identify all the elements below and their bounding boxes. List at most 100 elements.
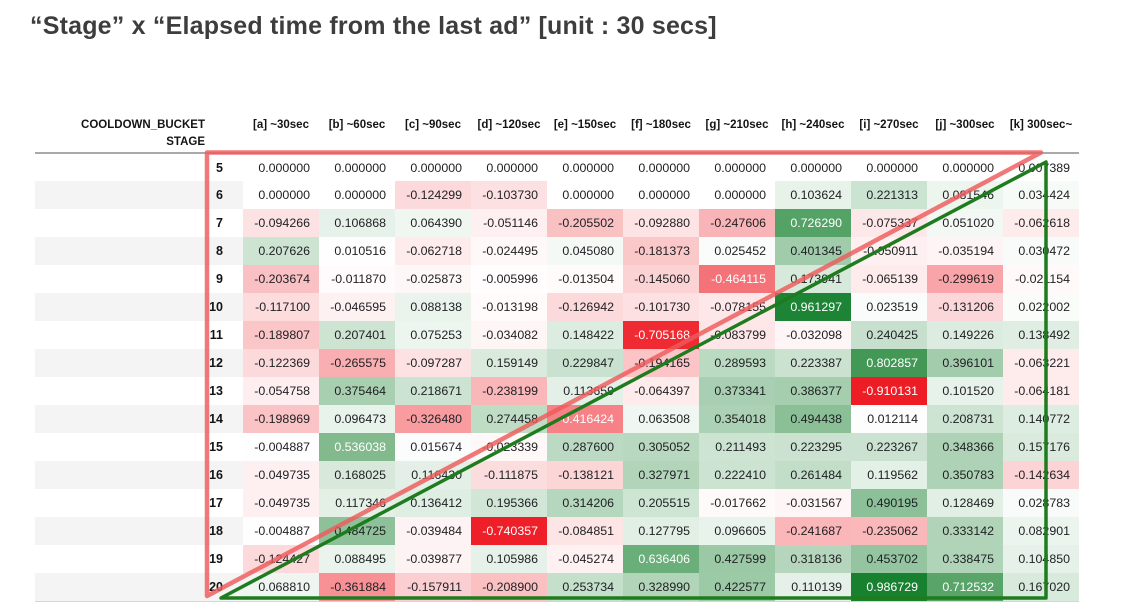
- heatmap-cell: -0.084851: [547, 517, 623, 545]
- heatmap-cell: 0.373341: [699, 377, 775, 405]
- heatmap-cell: -0.464115: [699, 265, 775, 293]
- heatmap-cell: 0.088495: [319, 545, 395, 573]
- heatmap-cell: 0.261484: [775, 461, 851, 489]
- heatmap-cell: -0.049735: [243, 461, 319, 489]
- heatmap-cell: 0.490195: [851, 489, 927, 517]
- heatmap-cell: -0.011870: [319, 265, 395, 293]
- heatmap-cell: 0.396101: [927, 349, 1003, 377]
- heatmap-cell: 0.128469: [927, 489, 1003, 517]
- heatmap-cell: 0.636406: [623, 545, 699, 573]
- heatmap-cell: -0.023339: [471, 433, 547, 461]
- heatmap-cell: 0.010516: [319, 237, 395, 265]
- heatmap-cell: 0.484725: [319, 517, 395, 545]
- heatmap-cell: 0.119562: [851, 461, 927, 489]
- heatmap-cell: -0.101730: [623, 293, 699, 321]
- heatmap-cell: -0.194165: [623, 349, 699, 377]
- table-row: 6 0.000000 0.000000 -0.124299 -0.103730 0.000…: [35, 181, 1079, 209]
- column-index-name: COOLDOWN_BUCKET: [81, 119, 205, 131]
- heatmap-cell: -0.705168: [623, 321, 699, 349]
- heatmap-cell: -0.062618: [1003, 209, 1079, 237]
- heatmap-cell: 0.068810: [243, 573, 319, 601]
- stage-row-label: 15: [209, 440, 223, 454]
- column-header: [b] ~60sec: [328, 119, 386, 131]
- heatmap-cell: -0.062718: [395, 237, 471, 265]
- heatmap-cell: 0.138492: [1003, 321, 1079, 349]
- row-index-name: STAGE: [166, 135, 205, 148]
- heatmap-cell: -0.063221: [1003, 349, 1079, 377]
- heatmap-cell: -0.416424: [547, 405, 623, 433]
- heatmap-cell: 0.327971: [623, 461, 699, 489]
- heatmap-cell: -0.124299: [395, 181, 471, 209]
- heatmap-cell: 0.222410: [699, 461, 775, 489]
- heatmap-cell: -0.103730: [471, 181, 547, 209]
- row-index-name-row: STAGE: [35, 131, 1079, 153]
- heatmap-cell: -0.265575: [319, 349, 395, 377]
- heatmap-cell: 0.000000: [775, 153, 851, 181]
- heatmap-cell: 0.401345: [775, 237, 851, 265]
- column-header: [d] ~120sec: [477, 119, 541, 131]
- heatmap-cell: 0.536038: [319, 433, 395, 461]
- heatmap-cell: 0.096473: [319, 405, 395, 433]
- stage-row-label: 9: [216, 272, 223, 286]
- heatmap-cell: -0.740357: [471, 517, 547, 545]
- heatmap-cell: -0.004887: [243, 433, 319, 461]
- heatmap-cell: -0.238199: [471, 377, 547, 405]
- stage-row-label: 19: [209, 552, 223, 566]
- heatmap-cell: 0.726290: [775, 209, 851, 237]
- heatmap-cell: 0.000000: [699, 153, 775, 181]
- stage-row-label: 17: [209, 496, 223, 510]
- column-header: [j] ~300sec: [935, 119, 995, 131]
- heatmap-cell: 0.000000: [699, 181, 775, 209]
- heatmap-cell: 0.149226: [927, 321, 1003, 349]
- table-row: 18 -0.004887 0.484725 -0.039484 -0.740357 -0.…: [35, 517, 1079, 545]
- heatmap-cell: 0.157176: [1003, 433, 1079, 461]
- column-header: [c] ~90sec: [405, 119, 461, 131]
- heatmap-cell: -0.097287: [395, 349, 471, 377]
- stage-row-label: 10: [209, 300, 223, 314]
- stage-row-label: 13: [209, 384, 223, 398]
- heatmap-cell: 0.159149: [471, 349, 547, 377]
- heatmap-cell: 0.110139: [775, 573, 851, 601]
- heatmap-cell: 0.328990: [623, 573, 699, 601]
- heatmap-cell: 0.015674: [395, 433, 471, 461]
- heatmap-cell: -0.031567: [775, 489, 851, 517]
- heatmap-cell: 0.274458: [471, 405, 547, 433]
- heatmap-cell: 0.127795: [623, 517, 699, 545]
- heatmap-cell: -0.198969: [243, 405, 319, 433]
- column-header: [k] 300sec~: [1009, 119, 1073, 131]
- heatmap-cell: -0.361884: [319, 573, 395, 601]
- heatmap-cell: 0.208731: [927, 405, 1003, 433]
- heatmap-cell: -0.138121: [547, 461, 623, 489]
- table-row: 13 -0.054758 0.375464 0.218671 -0.238199 0.11…: [35, 377, 1079, 405]
- stage-row-label: 18: [209, 524, 223, 538]
- column-header: [e] ~150sec: [553, 119, 617, 131]
- heatmap-cell: 0.007389: [1003, 153, 1079, 181]
- heatmap-cell: 0.000000: [319, 153, 395, 181]
- heatmap-cell: -0.189807: [243, 321, 319, 349]
- heatmap-cell: -0.205502: [547, 209, 623, 237]
- heatmap-cell: -0.203674: [243, 265, 319, 293]
- heatmap-cell: 0.000000: [623, 181, 699, 209]
- heatmap-cell: 0.012114: [851, 405, 927, 433]
- heatmap-cell: 0.318136: [775, 545, 851, 573]
- column-header: [a] ~30sec: [253, 119, 309, 131]
- heatmap-cell: 0.075253: [395, 321, 471, 349]
- heatmap-cell: -0.075337: [851, 209, 927, 237]
- heatmap-cell: 0.106868: [319, 209, 395, 237]
- heatmap-cell: 0.063508: [623, 405, 699, 433]
- table-row: 9 -0.203674 -0.011870 -0.025873 -0.005996 -0.…: [35, 265, 1079, 293]
- heatmap-cell: -0.005996: [471, 265, 547, 293]
- stage-row-label: 8: [216, 244, 223, 258]
- table-row: 12 -0.122369 -0.265575 -0.097287 0.159149 0.2…: [35, 349, 1079, 377]
- heatmap-cell: -0.032098: [775, 321, 851, 349]
- table-row: 8 0.207626 0.010516 -0.062718 -0.024495 0.045…: [35, 237, 1079, 265]
- heatmap-cell: 0.427599: [699, 545, 775, 573]
- heatmap-cell: 0.116430: [395, 461, 471, 489]
- heatmap-cell: 0.207626: [243, 237, 319, 265]
- table-row: 7 -0.094266 0.106868 0.064390 -0.051146 -0.20…: [35, 209, 1079, 237]
- heatmap-cell: 0.105986: [471, 545, 547, 573]
- heatmap-cell: 0.113659: [547, 377, 623, 405]
- heatmap-table: COOLDOWN_BUCKET [a] ~30sec [b] ~60sec [c] …: [35, 105, 1079, 602]
- stage-row-label: 14: [209, 412, 223, 426]
- heatmap-cell: -0.046595: [319, 293, 395, 321]
